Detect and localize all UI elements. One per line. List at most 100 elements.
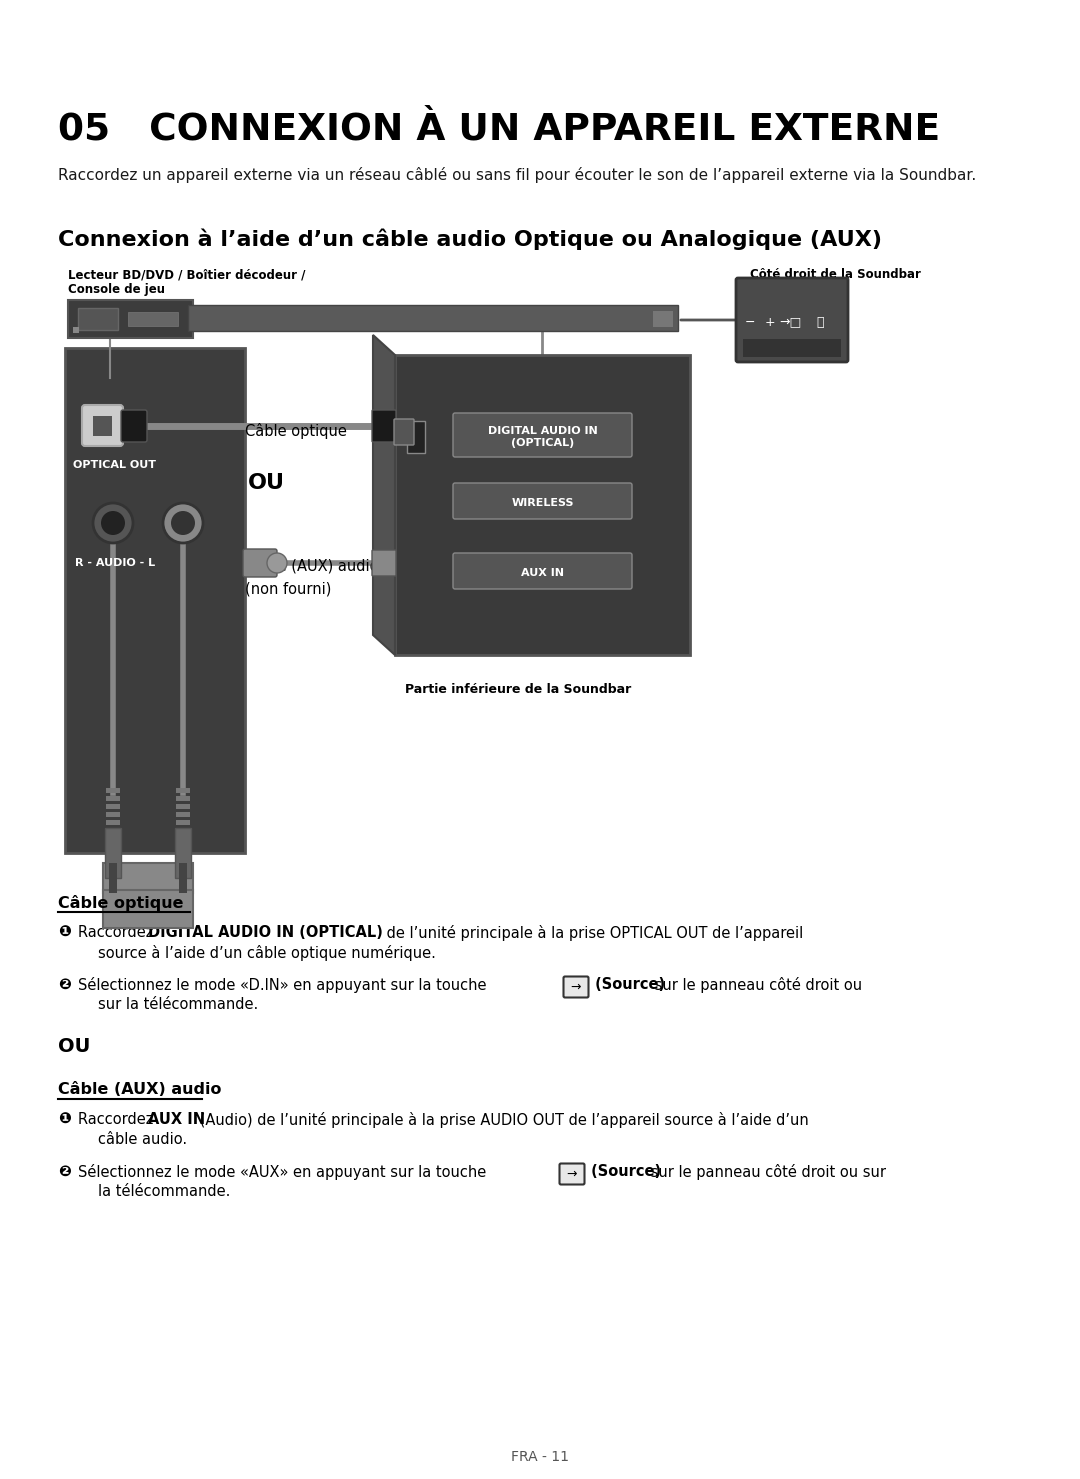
Bar — [188, 305, 678, 331]
Bar — [105, 828, 121, 879]
Circle shape — [93, 503, 133, 543]
Bar — [65, 348, 245, 853]
Circle shape — [267, 553, 287, 572]
Bar — [106, 845, 120, 849]
Text: ❶: ❶ — [58, 1112, 71, 1127]
Text: ❷: ❷ — [58, 978, 71, 992]
Bar — [176, 796, 190, 802]
Circle shape — [102, 512, 125, 535]
FancyBboxPatch shape — [559, 1164, 584, 1185]
Text: Lecteur BD/DVD / Boîtier décodeur /: Lecteur BD/DVD / Boîtier décodeur / — [68, 268, 306, 281]
Text: Console de jeu: Console de jeu — [68, 282, 165, 296]
Bar — [129, 312, 178, 325]
Bar — [93, 416, 112, 436]
Bar — [106, 819, 120, 825]
Bar — [68, 300, 193, 339]
FancyBboxPatch shape — [453, 553, 632, 589]
Text: ❷: ❷ — [58, 1164, 71, 1179]
Text: Sélectionnez le mode «D.IN» en appuyant sur la touche: Sélectionnez le mode «D.IN» en appuyant … — [78, 978, 491, 992]
Bar — [176, 819, 190, 825]
Bar — [743, 339, 841, 356]
Bar — [176, 828, 190, 833]
Circle shape — [171, 512, 195, 535]
Text: source à l’aide d’un câble optique numérique.: source à l’aide d’un câble optique numér… — [98, 945, 436, 961]
FancyBboxPatch shape — [372, 410, 396, 442]
Text: Câble (AUX) audio: Câble (AUX) audio — [58, 1083, 221, 1097]
FancyBboxPatch shape — [243, 549, 276, 577]
FancyBboxPatch shape — [372, 550, 396, 575]
Polygon shape — [373, 336, 395, 655]
Text: →: → — [567, 1167, 577, 1180]
Text: sur le panneau côté droit ou: sur le panneau côté droit ou — [650, 978, 862, 992]
Bar — [106, 796, 120, 802]
Text: Raccordez un appareil externe via un réseau câblé ou sans fil pour écouter le so: Raccordez un appareil externe via un rés… — [58, 167, 976, 183]
Bar — [106, 836, 120, 842]
Bar — [176, 836, 190, 842]
Bar — [176, 812, 190, 816]
Bar — [653, 311, 673, 327]
Text: →□: →□ — [779, 315, 801, 328]
Text: sur le panneau côté droit ou sur: sur le panneau côté droit ou sur — [646, 1164, 886, 1180]
FancyBboxPatch shape — [735, 278, 848, 362]
Text: DIGITAL AUDIO IN
(OPTICAL): DIGITAL AUDIO IN (OPTICAL) — [488, 426, 597, 448]
Text: DIGITAL AUDIO IN (OPTICAL): DIGITAL AUDIO IN (OPTICAL) — [148, 924, 383, 941]
FancyBboxPatch shape — [394, 419, 414, 445]
Bar — [176, 845, 190, 849]
Bar — [176, 852, 190, 856]
FancyBboxPatch shape — [121, 410, 147, 442]
Text: la télécommande.: la télécommande. — [98, 1185, 230, 1199]
Text: OU: OU — [58, 1037, 91, 1056]
Bar — [175, 828, 191, 879]
Text: 05   CONNEXION À UN APPAREIL EXTERNE: 05 CONNEXION À UN APPAREIL EXTERNE — [58, 112, 940, 148]
Circle shape — [163, 503, 203, 543]
Text: (Source): (Source) — [586, 1164, 661, 1179]
Text: WIRELESS: WIRELESS — [511, 498, 573, 507]
FancyBboxPatch shape — [453, 484, 632, 519]
Text: R - AUDIO - L: R - AUDIO - L — [75, 558, 156, 568]
Text: (Source): (Source) — [590, 978, 665, 992]
FancyBboxPatch shape — [453, 413, 632, 457]
Text: Raccordez: Raccordez — [78, 924, 158, 941]
Text: OU: OU — [248, 473, 285, 493]
Text: Côté droit de la Soundbar: Côté droit de la Soundbar — [750, 268, 921, 281]
Text: Câble optique: Câble optique — [245, 423, 347, 439]
Bar — [176, 805, 190, 809]
Text: (non fourni): (non fourni) — [245, 581, 332, 596]
Text: Sélectionnez le mode «AUX» en appuyant sur la touche: Sélectionnez le mode «AUX» en appuyant s… — [78, 1164, 491, 1180]
Bar — [106, 852, 120, 856]
Text: sur la télécommande.: sur la télécommande. — [98, 997, 258, 1012]
Bar — [176, 788, 190, 793]
Bar — [395, 355, 690, 655]
Bar — [106, 788, 120, 793]
Bar — [78, 308, 118, 330]
Text: Raccordez: Raccordez — [78, 1112, 158, 1127]
Bar — [106, 812, 120, 816]
Text: ❶: ❶ — [58, 924, 71, 941]
Bar — [106, 828, 120, 833]
Bar — [407, 422, 426, 453]
Bar — [73, 327, 79, 333]
Text: Connexion à l’aide d’un câble audio Optique ou Analogique (AUX): Connexion à l’aide d’un câble audio Opti… — [58, 228, 882, 250]
Text: Câble (AUX) audio: Câble (AUX) audio — [245, 558, 378, 574]
Text: FRA - 11: FRA - 11 — [511, 1449, 569, 1464]
Bar — [103, 864, 193, 893]
Text: câble audio.: câble audio. — [98, 1131, 187, 1148]
Text: AUX IN: AUX IN — [521, 568, 564, 578]
Bar — [109, 864, 117, 893]
Bar — [103, 890, 193, 927]
FancyBboxPatch shape — [564, 976, 589, 997]
Bar — [176, 859, 190, 865]
Text: Partie inférieure de la Soundbar: Partie inférieure de la Soundbar — [405, 683, 631, 697]
Bar — [106, 805, 120, 809]
FancyBboxPatch shape — [82, 405, 123, 447]
Text: −: − — [745, 315, 755, 328]
Bar — [106, 859, 120, 865]
Bar — [179, 864, 187, 893]
Text: (Audio) de l’unité principale à la prise AUDIO OUT de l’appareil source à l’aide: (Audio) de l’unité principale à la prise… — [195, 1112, 809, 1128]
Text: OPTICAL OUT: OPTICAL OUT — [73, 460, 156, 470]
Text: AUX IN: AUX IN — [148, 1112, 205, 1127]
Text: de l’unité principale à la prise OPTICAL OUT de l’appareil: de l’unité principale à la prise OPTICAL… — [382, 924, 804, 941]
Text: Câble optique: Câble optique — [58, 895, 184, 911]
Text: +: + — [765, 315, 775, 328]
Text: ⏻: ⏻ — [816, 315, 824, 328]
